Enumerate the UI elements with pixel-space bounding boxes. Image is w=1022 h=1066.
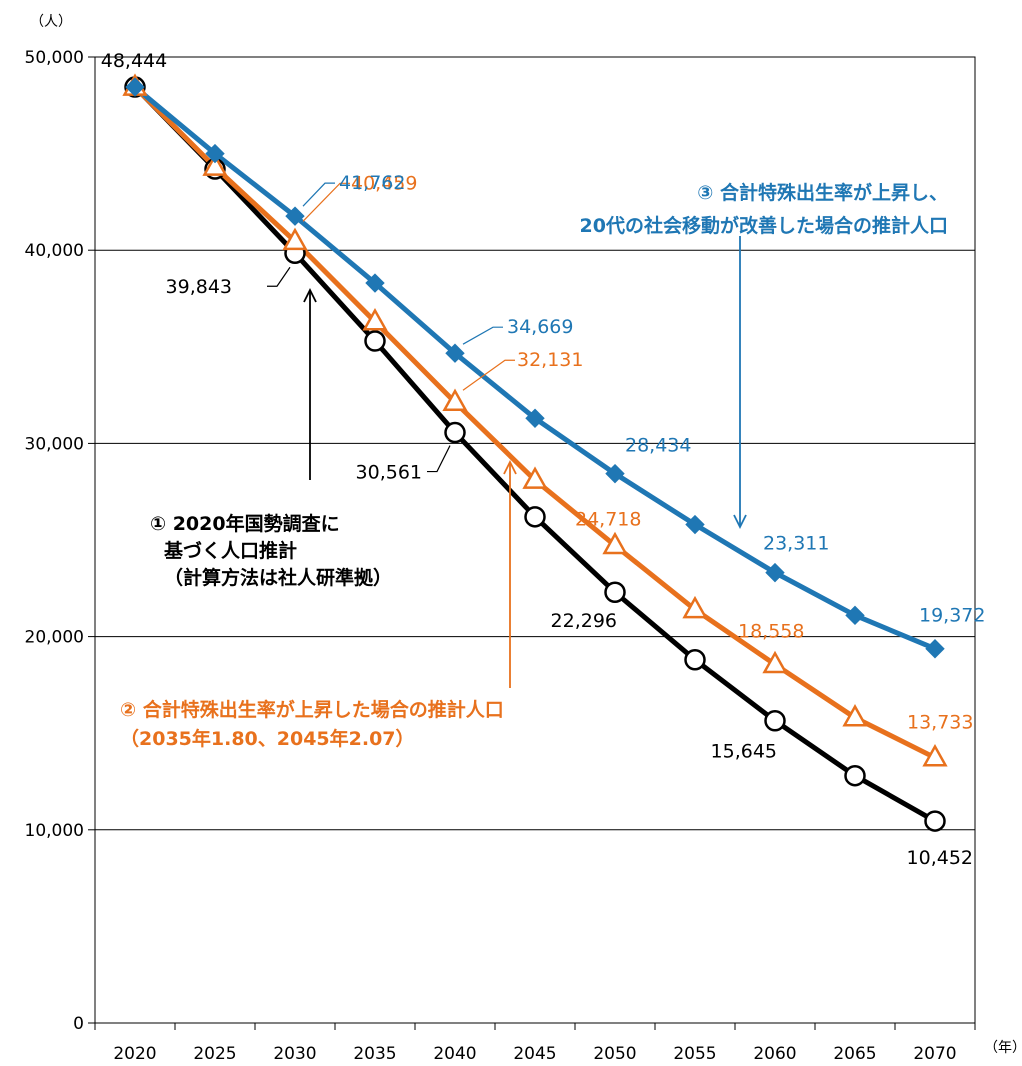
point-s3 <box>845 605 865 626</box>
point-s3 <box>365 273 385 293</box>
annotation-s1: ① 2020年国勢調査に <box>150 512 340 535</box>
y-tick-label: 30,000 <box>25 434 84 454</box>
leader-line-s1 <box>267 266 291 287</box>
x-tick-label: 2020 <box>113 1044 156 1064</box>
point-s2 <box>602 531 628 555</box>
x-tick-label: 2040 <box>433 1044 476 1064</box>
x-tick-label: 2055 <box>673 1044 716 1064</box>
annotation-s2: （2035年1.80、2045年2.07） <box>120 727 415 750</box>
point-s3 <box>765 562 785 583</box>
plot-frame <box>94 56 976 1024</box>
leader-line-s2 <box>462 359 515 391</box>
leader-line-s2 <box>302 182 350 222</box>
data-label-s1: 15,645 <box>711 741 777 763</box>
point-s3 <box>525 408 545 428</box>
annotation-s1: 基づく人口推計 <box>163 539 297 562</box>
y-tick-label: 40,000 <box>25 241 84 261</box>
data-label-s1: 30,561 <box>356 462 422 484</box>
point-s3 <box>285 206 305 226</box>
point-s1 <box>844 764 866 787</box>
point-s3 <box>205 143 225 164</box>
x-axis-unit: （年） <box>984 1040 1022 1056</box>
data-label-s2: 32,131 <box>517 349 583 371</box>
y-tick-label: 50,000 <box>25 48 84 68</box>
annotation-s1: （計算方法は社人研準拠） <box>164 566 392 589</box>
data-label-s1: 22,296 <box>551 610 617 632</box>
x-tick-label: 2050 <box>593 1044 636 1064</box>
data-label-s2: 40,459 <box>351 172 417 194</box>
point-s1 <box>524 506 546 528</box>
point-s3 <box>925 639 945 659</box>
y-tick-label: 0 <box>73 1014 84 1034</box>
y-axis-unit: （人） <box>30 14 72 30</box>
point-s2 <box>922 743 948 767</box>
point-s2 <box>522 466 548 489</box>
data-label-s2: 24,718 <box>575 508 641 530</box>
point-s1 <box>924 810 946 832</box>
point-s3 <box>685 514 705 535</box>
x-tick-label: 2060 <box>753 1044 796 1064</box>
point-s3 <box>125 77 145 97</box>
point-s3 <box>445 343 465 363</box>
x-tick-label: 2025 <box>193 1044 236 1064</box>
x-tick-label: 2070 <box>913 1044 956 1064</box>
data-label-s3: 28,434 <box>625 435 691 457</box>
y-tick-label: 20,000 <box>25 628 84 648</box>
point-s1 <box>444 421 466 444</box>
data-label-s1: 48,444 <box>101 50 167 72</box>
leader-line-s1 <box>427 445 451 473</box>
leader-line-s3 <box>302 182 335 207</box>
annotation-arrowhead-s1 <box>303 287 317 303</box>
annotation-s3: ③ 合計特殊出生率が上昇し、 <box>697 181 948 204</box>
data-label-s2: 18,558 <box>738 620 804 642</box>
data-label-s3: 19,372 <box>919 605 985 627</box>
point-s2 <box>762 650 788 674</box>
data-label-s3: 34,669 <box>507 316 573 338</box>
annotation-arrowhead-s2 <box>503 459 517 475</box>
point-s1 <box>364 330 386 352</box>
data-label-s1: 39,843 <box>166 276 232 298</box>
y-tick-label: 10,000 <box>25 821 84 841</box>
data-label-s3: 41,762 <box>339 172 405 194</box>
data-labels: 48,444 39,843 30,561 22,296 15,645 10,452 40,4… <box>101 50 986 869</box>
data-label-s2: 13,733 <box>907 712 973 734</box>
point-s1 <box>684 649 706 671</box>
data-label-s1: 10,452 <box>907 847 973 869</box>
series-layer <box>122 73 948 832</box>
point-s1 <box>604 581 626 603</box>
point-s2 <box>442 388 468 412</box>
x-tick-label: 2035 <box>353 1044 396 1064</box>
x-tick-label: 2045 <box>513 1044 556 1064</box>
grid-lines <box>94 56 976 1024</box>
point-s2 <box>202 153 228 176</box>
data-label-s3: 23,311 <box>763 533 829 555</box>
point-s2 <box>362 307 388 331</box>
x-tick-label: 2030 <box>273 1044 316 1064</box>
annotation-s2: ② 合計特殊出生率が上昇した場合の推計人口 <box>120 698 504 721</box>
annotation-s3: 20代の社会移動が改善した場合の推計人口 <box>580 214 948 237</box>
point-s3 <box>605 463 625 484</box>
axes: 0 10,000 20,000 30,000 40,000 50,000 2020 2025 2… <box>25 48 976 1064</box>
x-tick-label: 2065 <box>833 1044 876 1064</box>
leader-line-s3 <box>462 326 503 345</box>
point-s2 <box>842 704 868 727</box>
point-s2 <box>682 595 708 619</box>
annotation-arrowhead-s3 <box>733 514 747 530</box>
point-s1 <box>764 709 786 732</box>
point-s2 <box>282 227 308 251</box>
